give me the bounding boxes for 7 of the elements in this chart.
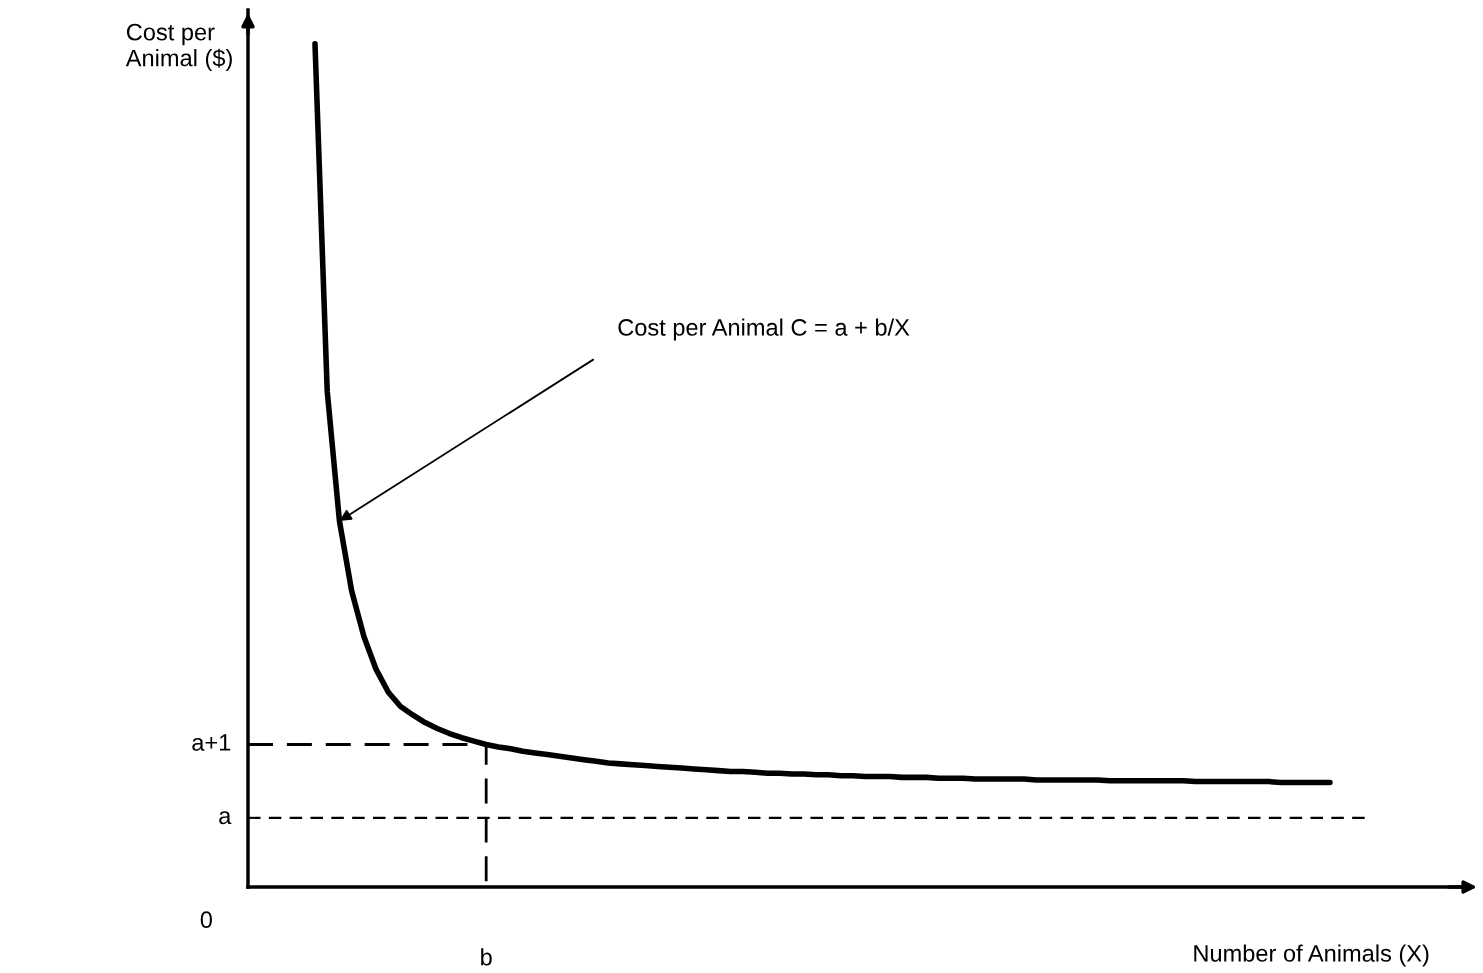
ref-line-label: a — [219, 811, 232, 825]
y-axis-title: Cost per Animal ($) — [125, 23, 232, 72]
text: 0 — [200, 911, 212, 929]
x-axis-title: Number of Animals (X) — [1194, 944, 1429, 967]
text: b — [481, 948, 492, 966]
annotation: Cost per Animal C = a + b/X — [618, 318, 910, 341]
ref-line-label: a+1 — [192, 734, 231, 751]
